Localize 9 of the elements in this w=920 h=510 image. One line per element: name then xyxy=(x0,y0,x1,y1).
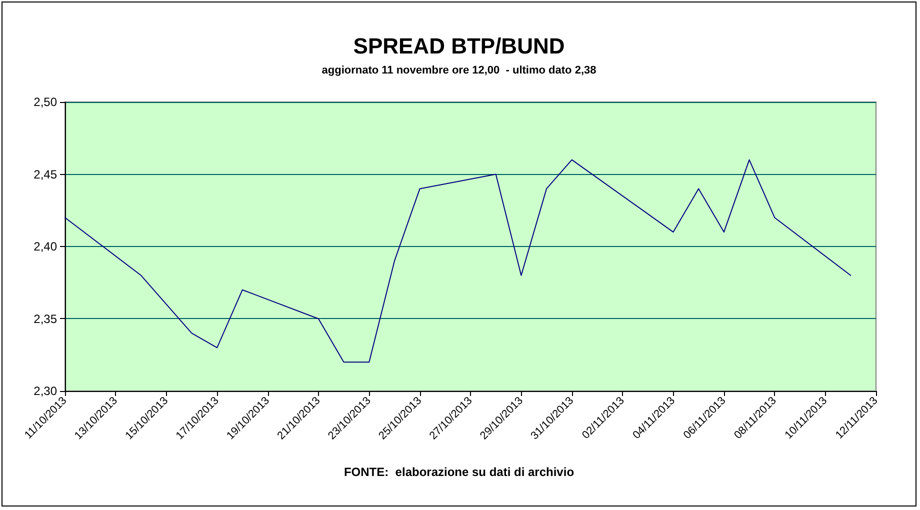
y-tick-label: 2,50 xyxy=(34,95,58,109)
line-series xyxy=(64,159,852,363)
y-tick-label: 2,40 xyxy=(34,240,58,254)
y-tick-label: 2,35 xyxy=(34,312,58,326)
y-tick-label: 2,30 xyxy=(34,384,58,398)
chart-title: SPREAD BTP/BUND xyxy=(353,34,565,58)
source-note: FONTE: elaborazione su dati di archivio xyxy=(344,465,574,479)
chart-subtitle: aggiornato 11 novembre ore 12,00 - ultimo dato 2,38 xyxy=(322,64,596,76)
y-tick-label: 2,45 xyxy=(34,167,58,182)
